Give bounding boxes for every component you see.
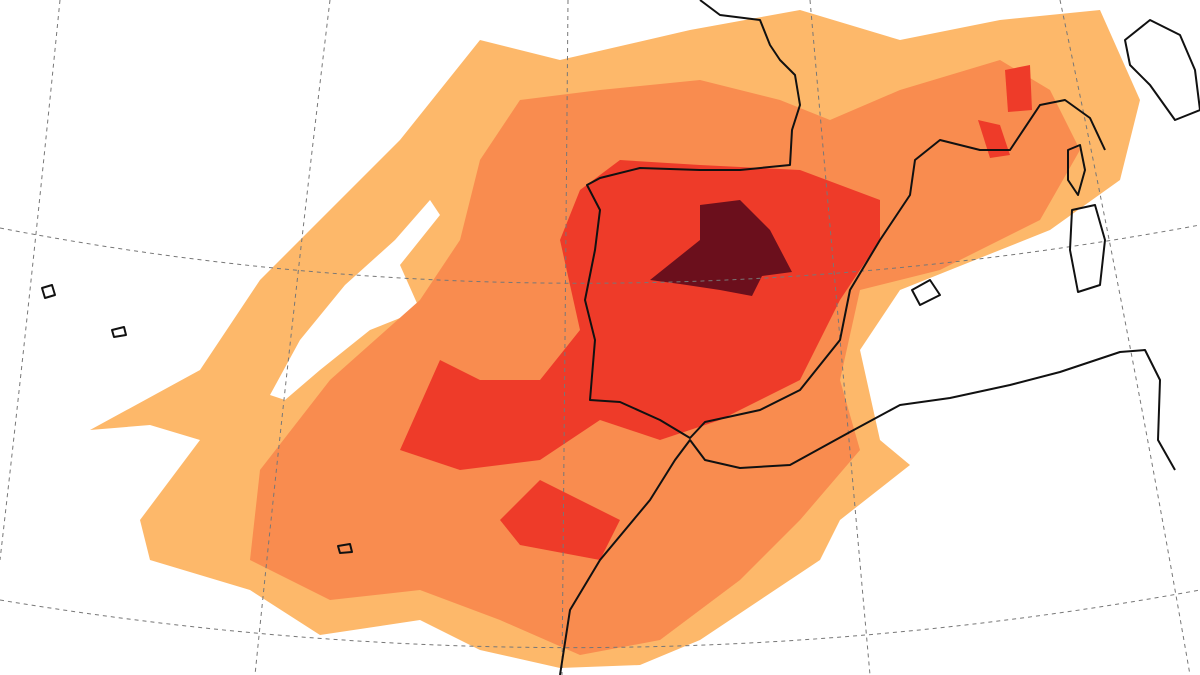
red-region	[500, 480, 620, 560]
meridian	[0, 0, 61, 561]
no-anomaly-gap	[270, 200, 440, 400]
coastline	[584, 0, 1106, 439]
dark-red-region	[650, 200, 792, 296]
meridian	[561, 0, 569, 675]
red-region	[1005, 65, 1032, 112]
meridian	[1059, 0, 1191, 675]
island-coastline	[337, 543, 353, 554]
parallel	[0, 224, 1200, 284]
island-coastline	[1124, 19, 1200, 121]
island-coastline	[111, 326, 127, 338]
parallel	[0, 589, 1200, 649]
island-coastline	[1069, 204, 1106, 293]
coastline	[559, 349, 1176, 675]
island-coastline	[41, 284, 56, 299]
anomaly-fill	[90, 10, 1140, 668]
coastlines	[41, 0, 1200, 675]
red-region	[978, 120, 1010, 158]
island-coastline	[1067, 144, 1086, 196]
meridian	[809, 0, 871, 675]
island-coastline	[911, 279, 941, 306]
